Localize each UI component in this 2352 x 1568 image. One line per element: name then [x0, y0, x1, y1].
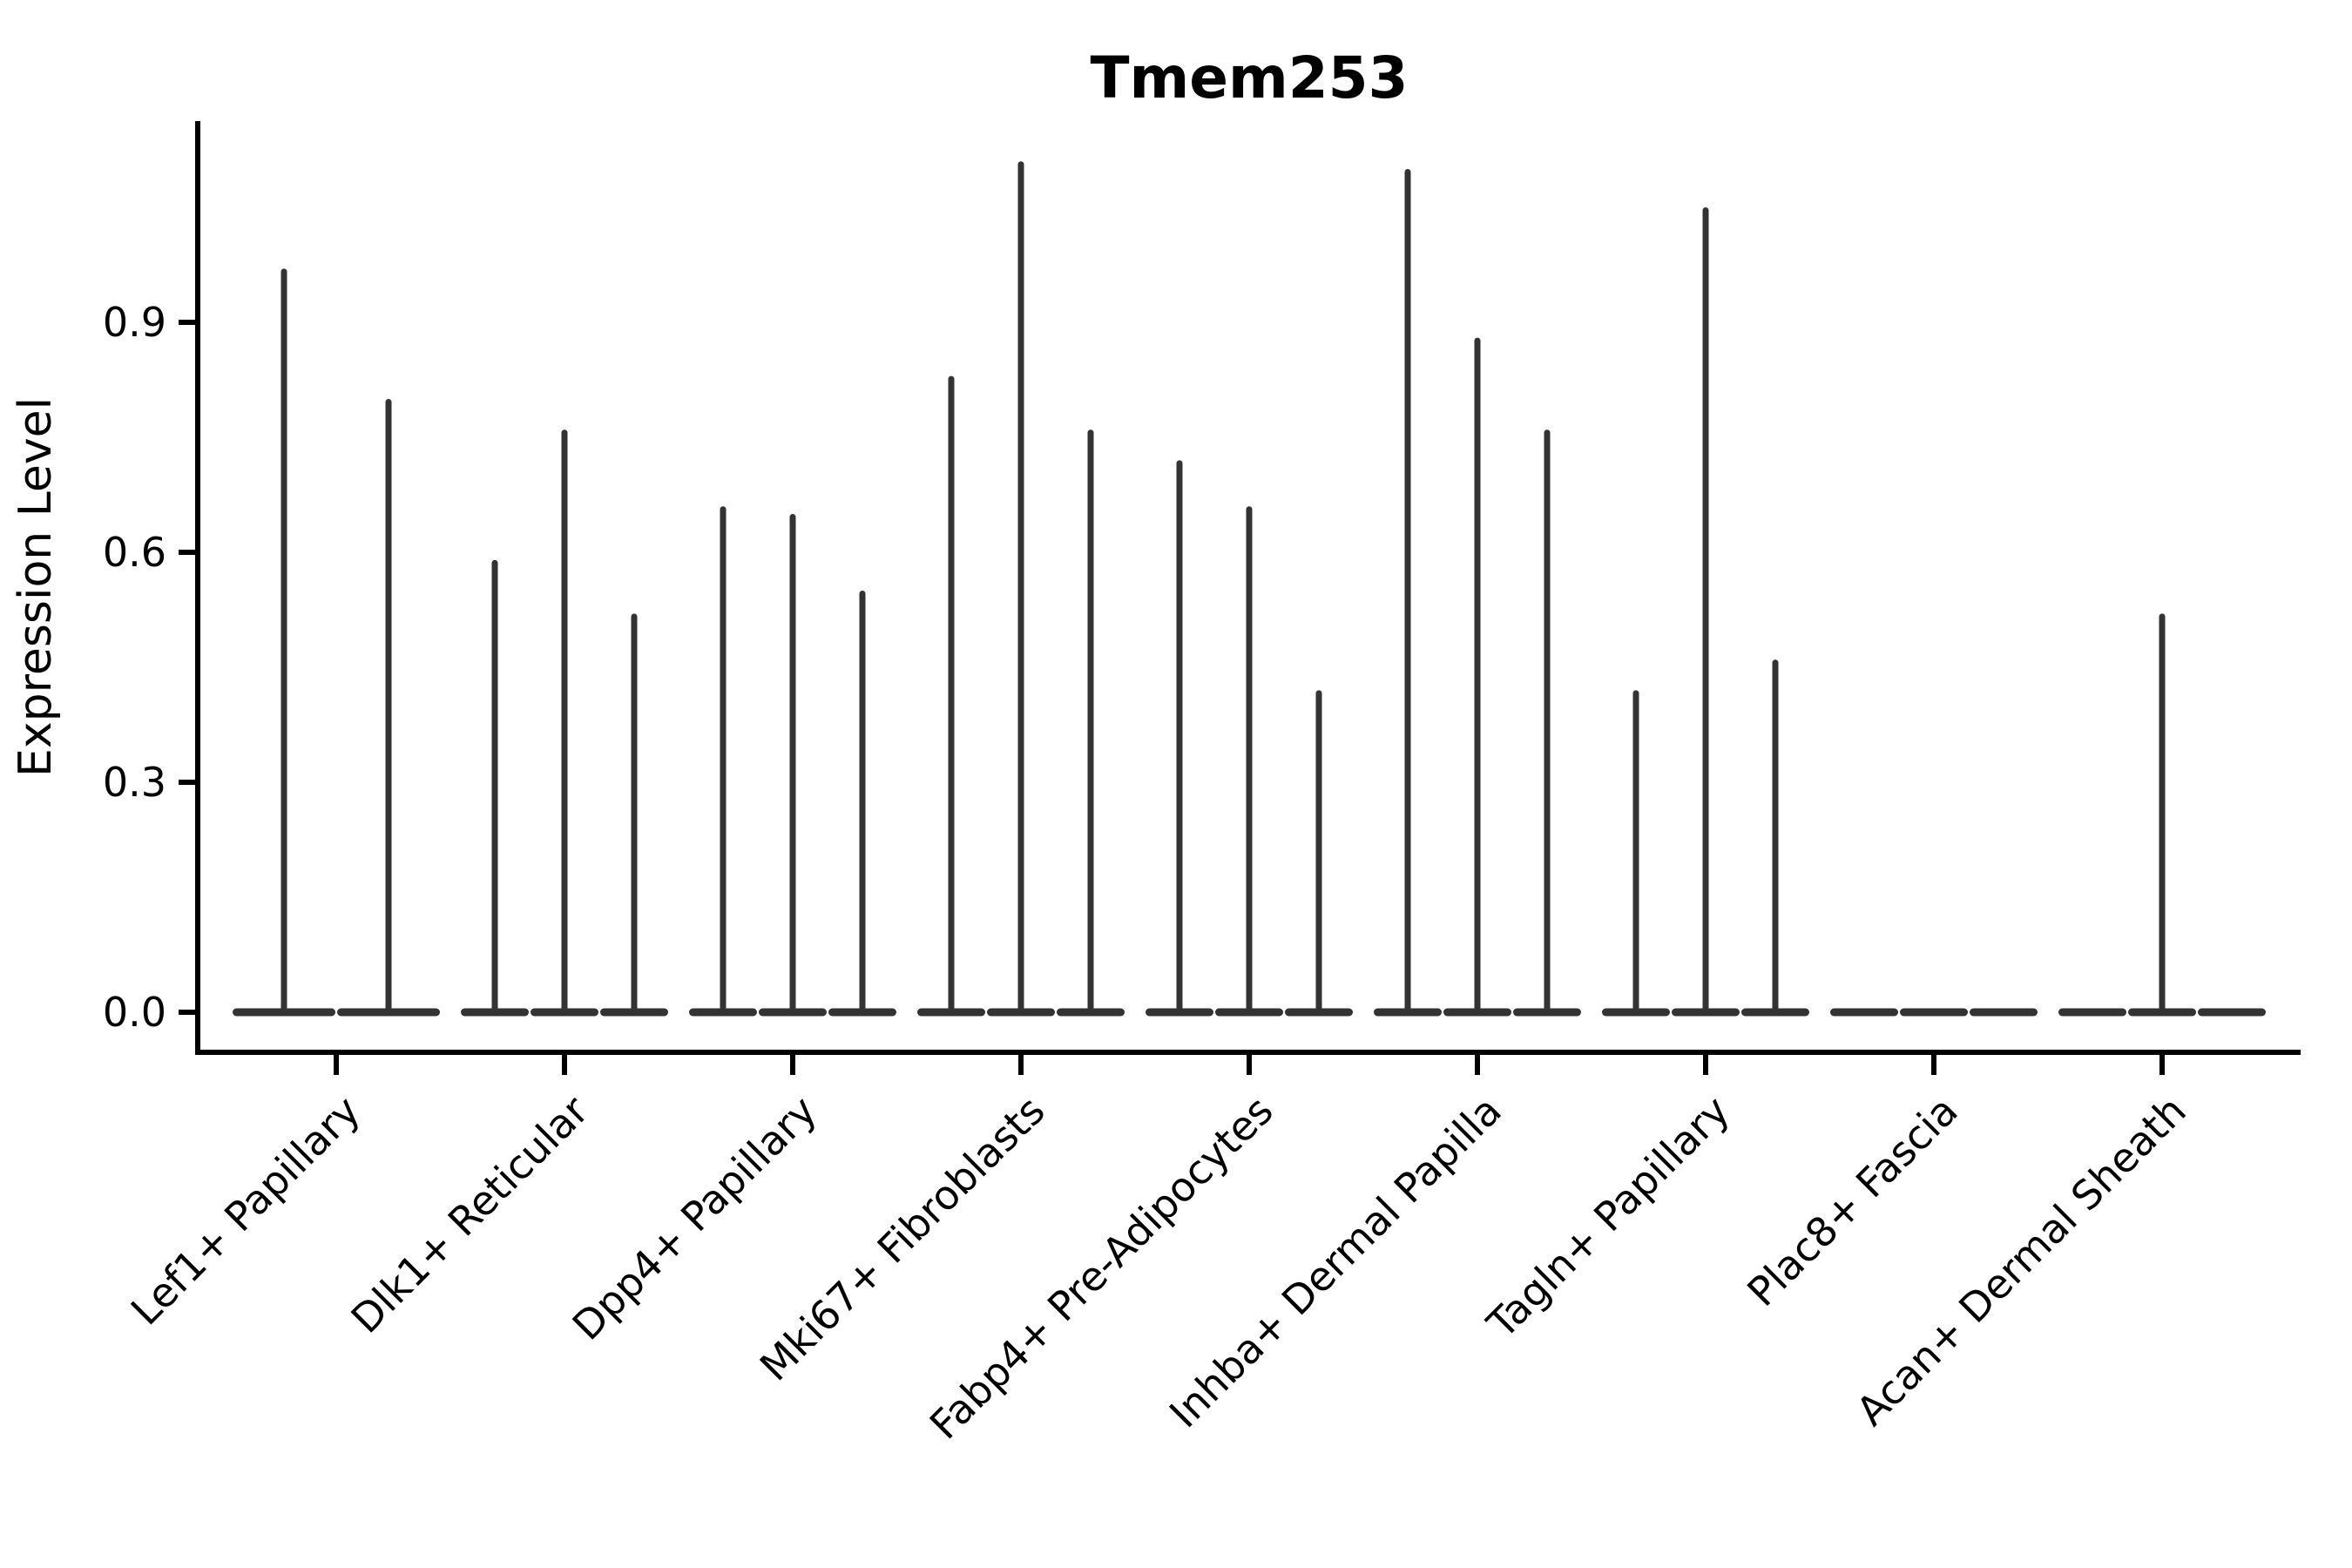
y-tick-label: 0.3: [103, 759, 166, 806]
y-tick-label: 0.0: [103, 989, 166, 1036]
violin-spike: [2159, 613, 2166, 1012]
violin-body: [1830, 1008, 1898, 1017]
x-tick-label: Dpp4+ Papillary: [564, 1087, 826, 1349]
violin-spike: [1772, 659, 1779, 1012]
violin-spike: [720, 506, 727, 1012]
violin-spike: [280, 268, 287, 1012]
x-tick-label: Dlk1+ Reticular: [342, 1087, 598, 1342]
violin-spike: [789, 514, 796, 1012]
violin-spike: [561, 429, 568, 1012]
y-tick-label: 0.9: [103, 299, 166, 346]
violin-spike: [859, 591, 866, 1012]
violin-spike: [631, 613, 638, 1012]
violin-spike: [1315, 690, 1322, 1012]
violin-spike: [1017, 161, 1024, 1012]
x-tick-label: Tagln+ Papillary: [1477, 1087, 1739, 1348]
violin-spike: [948, 375, 955, 1013]
violin-spike: [1176, 460, 1183, 1012]
violin-spike: [385, 399, 392, 1012]
violin-spike: [1544, 429, 1551, 1012]
violin-body: [2198, 1008, 2266, 1017]
x-tick-label: Plac8+ Fascia: [1738, 1087, 1966, 1315]
y-tick-label: 0.6: [103, 529, 166, 576]
violin-spike: [1246, 506, 1253, 1012]
violin-spike: [1632, 690, 1639, 1012]
violin-body: [2058, 1008, 2126, 1017]
violin-spike: [1404, 169, 1411, 1012]
violin-spike: [491, 559, 498, 1012]
violin-spike: [1474, 337, 1481, 1013]
x-tick-label: Lef1+ Papillary: [122, 1087, 369, 1335]
violin-spike: [1087, 429, 1094, 1012]
violin-body: [1970, 1008, 2038, 1017]
violin-spike: [1702, 207, 1709, 1012]
chart-title: Tmem253: [1090, 44, 1408, 112]
violin-body: [1900, 1008, 1968, 1017]
y-axis-label: Expression Level: [10, 397, 62, 777]
